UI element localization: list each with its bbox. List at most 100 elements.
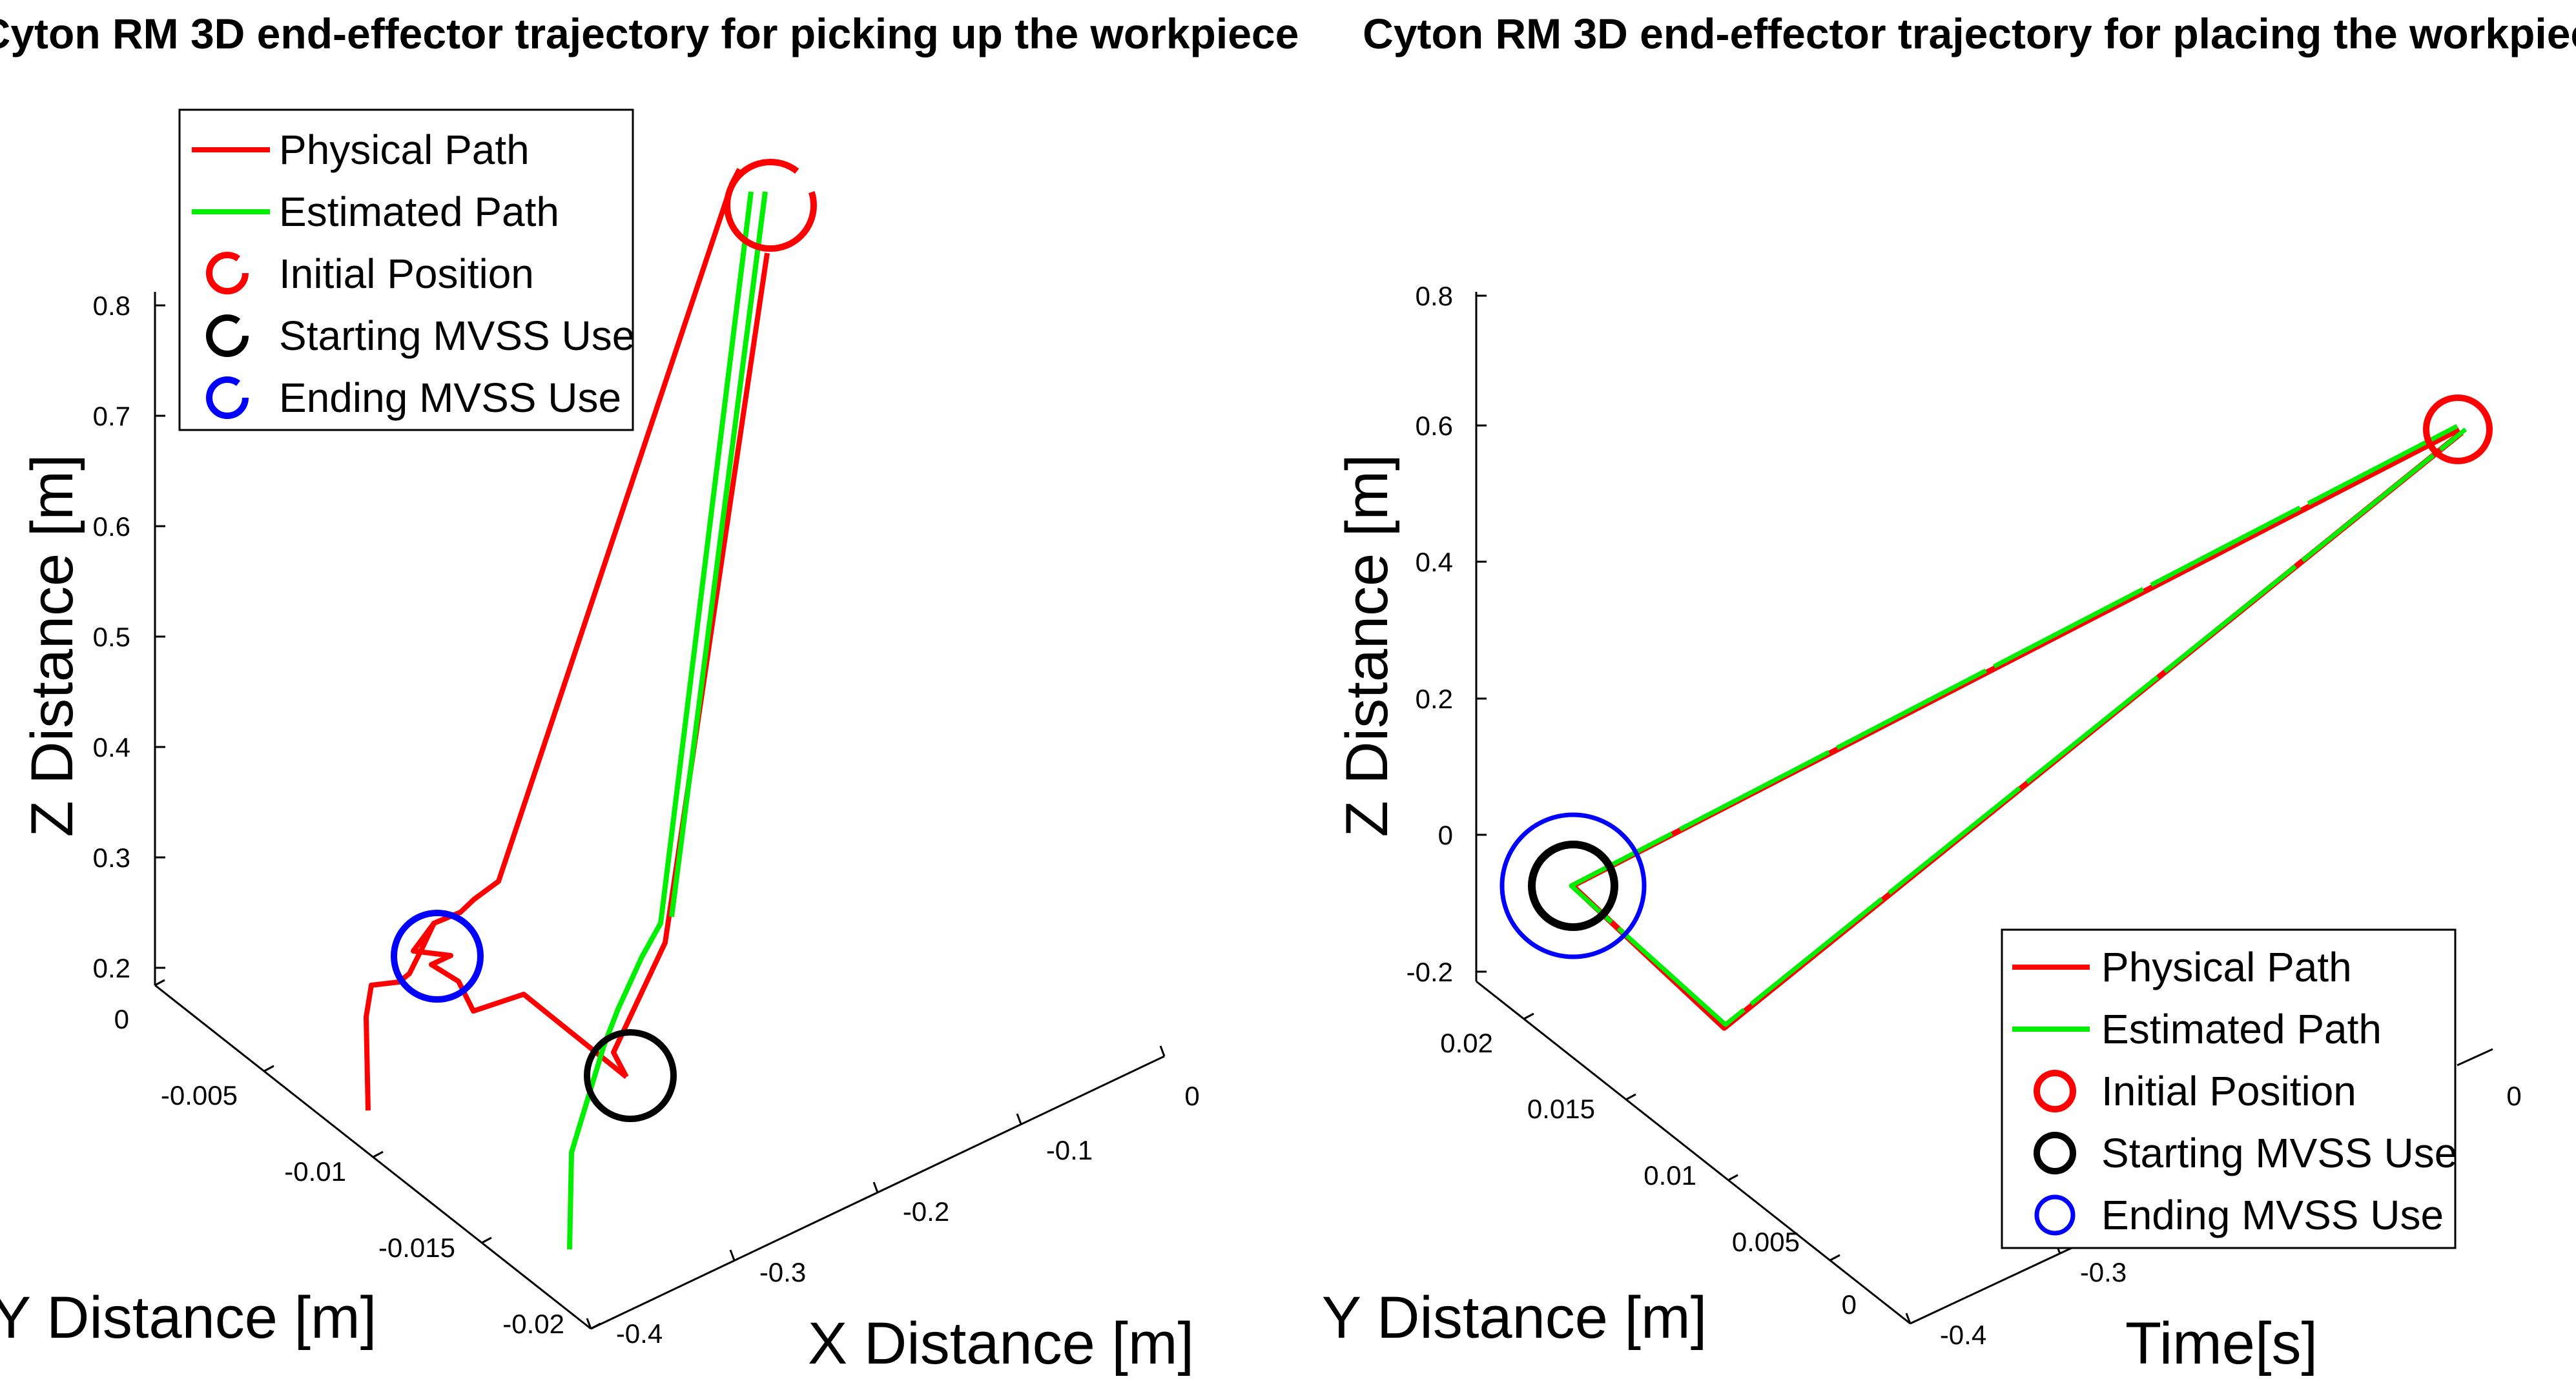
right-z-tick-label: 0.4 [1416,547,1453,577]
left-y-ticks: 0 -0.005 -0.01 -0.015 -0.02 [114,979,601,1339]
left-z-tick-label: 0.3 [93,843,130,873]
left-x-tick-mark [586,1318,592,1329]
left-x-tick-mark [1016,1113,1022,1125]
left-z-tick-label: 0.2 [93,953,130,983]
left-y-axis [154,984,592,1330]
legend-circle-starting [2034,1132,2076,1174]
left-x-tick-label: -0.4 [616,1318,663,1349]
initial-position-marker [2423,394,2493,464]
left-y-tick-mark [481,1236,492,1244]
right-z-tick-label: 0 [1438,820,1453,850]
initial-position-marker [724,159,817,252]
left-z-tick-label: 0.8 [93,291,130,321]
left-plot-title: Cyton RM 3D end-effector trajectory for … [0,10,1299,57]
starting-mvss-marker [584,1029,677,1122]
starting-mvss-marker [1528,841,1618,931]
left-x-ticks: -0.4 -0.3 -0.2 -0.1 0 [586,1045,1200,1349]
right-y-tick-label: 0.02 [1440,1028,1493,1058]
estimated-path-segment [1569,424,2468,1027]
right-plot: Cyton RM 3D end-effector trajectory for … [1322,10,2576,1376]
right-series-estimated-path [1569,424,2468,1027]
right-z-tick-label: -0.2 [1406,957,1453,987]
left-x-tick-label: -0.2 [903,1196,949,1227]
left-y-tick-mark [263,1065,274,1072]
legend-label-estimated: Estimated Path [2101,1006,2382,1052]
left-y-tick-label: -0.005 [161,1080,238,1110]
right-y-ticks: 0.02 0.015 0.01 0.005 0 [1440,1012,1857,1320]
left-y-axis-label: Y Distance [m] [0,1285,376,1351]
estimated-path-segment [567,191,754,1250]
left-z-ticks: 0.2 0.3 0.4 0.5 0.6 0.7 0.8 [93,291,165,983]
left-y-tick-label: -0.02 [502,1309,564,1339]
right-x-axis-label: Time[s] [2125,1311,2318,1376]
right-y-tick-mark [1523,1012,1534,1020]
right-plot-title: Cyton RM 3D end-effector trajectory for … [1363,10,2576,57]
right-markers [1499,394,2493,959]
legend-label-physical: Physical Path [2101,944,2352,990]
legend-circle-initial [206,252,249,294]
right-legend: Physical Path Estimated Path Initial Pos… [2001,928,2457,1249]
legend-label-estimated: Estimated Path [279,189,559,235]
left-y-tick-mark [590,1322,601,1330]
left-z-tick-label: 0.7 [93,401,130,431]
right-x-tick-label: 0 [2506,1081,2521,1111]
right-z-axis-label: Z Distance [m] [1334,454,1400,837]
right-y-tick-mark [1727,1174,1738,1182]
left-x-tick-label: -0.1 [1046,1135,1093,1165]
estimated-path-segment [669,191,768,917]
legend-label-starting: Starting MVSS Use [279,312,635,359]
physical-path-segment [611,252,770,1078]
left-plot: Cyton RM 3D end-effector trajectory for … [0,10,1299,1376]
legend-label-initial: Initial Position [2101,1068,2356,1114]
right-z-tick-label: 0.2 [1416,684,1453,714]
left-x-tick-label: -0.3 [759,1257,806,1287]
right-z-tick-label: 0.6 [1416,411,1453,441]
left-y-tick-mark [373,1151,384,1158]
left-y-tick-label: 0 [114,1004,129,1034]
legend-circle-ending [206,376,249,419]
right-y-tick-mark [1829,1254,1840,1262]
right-legend-box [2001,928,2457,1249]
legend-label-ending: Ending MVSS Use [279,374,621,421]
right-y-tick-mark [1625,1093,1636,1101]
left-series-estimated-path [567,191,768,1250]
physical-path-segment [411,921,628,1079]
left-z-axis-label: Z Distance [m] [19,454,85,837]
right-y-tick-label: 0.01 [1643,1160,1696,1191]
left-y-tick-mark [154,979,165,987]
right-x-tick-label: -0.4 [1940,1320,1986,1350]
right-x-ticks: -0.4 -0.3 0 [1905,1081,2522,1350]
left-z-tick-label: 0.4 [93,732,130,762]
right-x-axis [1910,1242,2083,1325]
right-z-tick-label: 0.8 [1416,281,1453,311]
legend-label-starting: Starting MVSS Use [2101,1130,2457,1176]
ending-mvss-marker [1499,812,1647,959]
right-x-tick-label: -0.3 [2080,1257,2127,1287]
legend-circle-ending [2034,1194,2076,1236]
left-series-physical-path [364,168,770,1111]
left-x-tick-mark [729,1249,736,1261]
right-y-tick-label: 0 [1842,1289,1857,1320]
left-x-tick-mark [872,1182,879,1193]
left-z-tick-label: 0.5 [93,622,130,652]
legend-circle-initial [2034,1070,2076,1112]
right-x-axis-end [2457,1048,2493,1067]
right-y-axis [1476,980,1911,1325]
left-legend: Physical Path Estimated Path Initial Pos… [178,108,635,431]
legend-circle-starting [206,314,249,357]
left-x-axis-label: X Distance [m] [808,1311,1194,1376]
legend-label-initial: Initial Position [279,251,534,297]
right-x-tick-mark [1905,1313,1911,1324]
left-x-tick-label: 0 [1184,1081,1199,1111]
left-markers [391,159,817,1122]
right-z-ticks: -0.2 0 0.2 0.4 0.6 0.8 [1406,281,1487,987]
left-z-tick-label: 0.6 [93,511,130,542]
left-y-tick-label: -0.01 [284,1156,346,1187]
legend-label-ending: Ending MVSS Use [2101,1192,2444,1238]
left-legend-box [178,108,634,431]
left-y-tick-label: -0.015 [378,1233,455,1263]
right-y-axis-label: Y Distance [m] [1322,1285,1707,1351]
right-y-tick-label: 0.015 [1527,1094,1595,1124]
left-x-tick-mark [1159,1045,1166,1057]
